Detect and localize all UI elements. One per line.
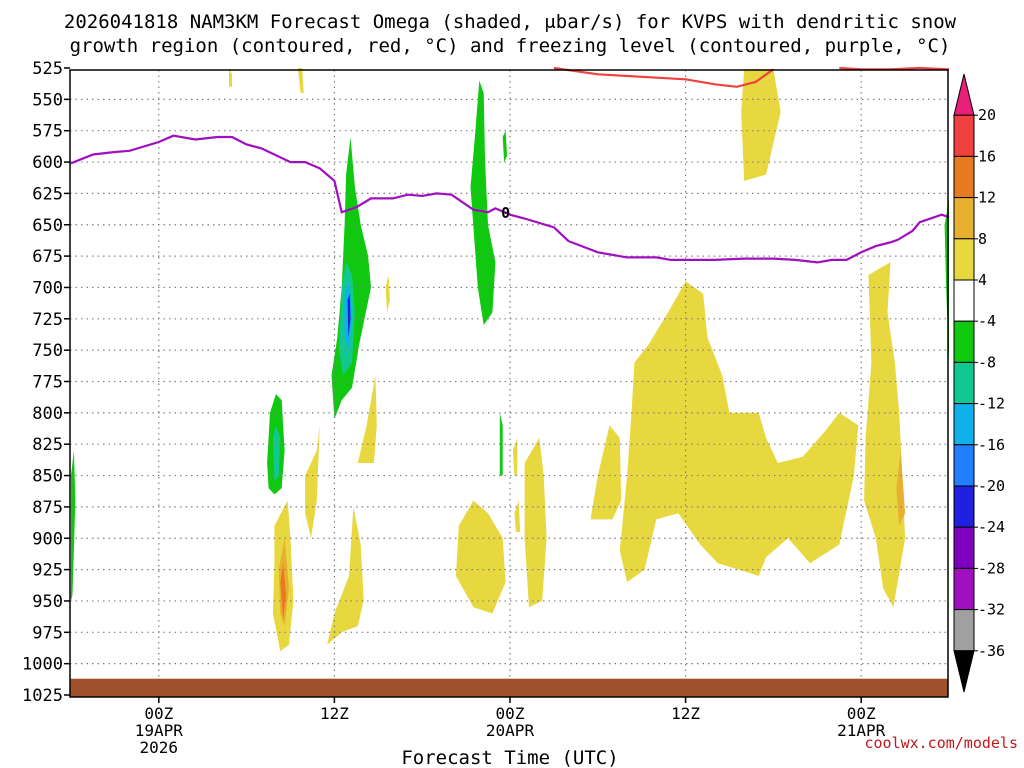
x-tick-label: 00Z bbox=[496, 704, 525, 723]
y-tick-label: 675 bbox=[32, 247, 63, 267]
colorbar-label: -20 bbox=[978, 477, 1005, 495]
y-tick-label: 850 bbox=[32, 467, 63, 487]
x-tick-label: 19APR bbox=[135, 721, 184, 740]
colorbar-label: 16 bbox=[978, 147, 996, 165]
colorbar-bottom-triangle bbox=[953, 650, 975, 693]
omega-region bbox=[280, 563, 287, 620]
omega-region bbox=[347, 293, 351, 338]
y-tick-label: 1000 bbox=[22, 655, 63, 675]
omega-region bbox=[741, 69, 781, 181]
omega-region bbox=[470, 80, 496, 326]
omega-region bbox=[514, 500, 521, 532]
y-tick-label: 750 bbox=[32, 341, 63, 361]
omega-region bbox=[619, 281, 859, 583]
x-tick-label: 12Z bbox=[320, 704, 349, 723]
colorbar-segment bbox=[953, 279, 975, 322]
footer-credit: coolwx.com/models bbox=[864, 734, 1018, 752]
colorbar-label: -36 bbox=[978, 642, 1005, 660]
y-tick-label: 950 bbox=[32, 592, 63, 612]
x-tick-label: 21APR bbox=[837, 721, 886, 740]
omega-region bbox=[524, 437, 547, 608]
y-tick-label: 700 bbox=[32, 278, 63, 298]
omega-region bbox=[229, 68, 232, 87]
colorbar: 20 16 12 8 4 -4 -8 -12 -16 -20 -24 -28 -32 -36 bbox=[953, 73, 1005, 693]
omega-region bbox=[512, 437, 518, 476]
y-tick-label: 625 bbox=[32, 184, 63, 204]
omega-region bbox=[455, 500, 506, 614]
colorbar-segment bbox=[953, 485, 975, 528]
y-tick-label: 775 bbox=[32, 373, 63, 393]
y-tick-label: 525 bbox=[32, 59, 63, 79]
colorbar-segment bbox=[953, 403, 975, 446]
colorbar-label: 20 bbox=[978, 106, 996, 124]
colorbar-label: 4 bbox=[978, 271, 987, 289]
colorbar-segment bbox=[953, 238, 975, 281]
omega-region bbox=[357, 375, 377, 463]
y-tick-label: 725 bbox=[32, 310, 63, 330]
omega-region bbox=[297, 68, 304, 94]
omega-region bbox=[864, 262, 906, 608]
x-tick-label: 12Z bbox=[671, 704, 700, 723]
colorbar-segment bbox=[953, 567, 975, 611]
dgz-contour-line bbox=[839, 66, 950, 71]
colorbar-segment bbox=[953, 155, 975, 199]
title-line-2: growth region (contoured, red, °C) and f… bbox=[70, 35, 951, 57]
omega-region bbox=[896, 450, 906, 526]
omega-region bbox=[502, 130, 508, 163]
omega-region bbox=[305, 425, 320, 539]
omega-region bbox=[71, 450, 76, 601]
colorbar-label: -28 bbox=[978, 559, 1005, 577]
y-tick-label: 550 bbox=[32, 90, 63, 110]
omega-region bbox=[385, 274, 390, 313]
colorbar-segment bbox=[953, 526, 975, 569]
colorbar-label: -12 bbox=[978, 395, 1005, 413]
colorbar-segment bbox=[953, 361, 975, 405]
y-tick-label: 575 bbox=[32, 122, 63, 142]
omega-region bbox=[327, 506, 364, 645]
y-tick-label: 925 bbox=[32, 561, 63, 581]
y-tick-label: 600 bbox=[32, 153, 63, 173]
x-axis-label: Forecast Time (UTC) bbox=[401, 747, 618, 768]
colorbar-segment bbox=[953, 114, 975, 157]
y-tick-label: 800 bbox=[32, 404, 63, 424]
y-tick-label: 825 bbox=[32, 435, 63, 455]
y-tick-label: 900 bbox=[32, 529, 63, 549]
colorbar-segment bbox=[953, 197, 975, 240]
colorbar-label: 8 bbox=[978, 230, 987, 248]
dgz-contour-line bbox=[553, 66, 775, 88]
terrain-fill bbox=[70, 678, 948, 697]
omega-shading bbox=[71, 68, 949, 652]
title-line-1: 2026041818 NAM3KM Forecast Omega (shaded… bbox=[64, 11, 957, 33]
x-tick-label: 2026 bbox=[140, 738, 179, 757]
y-tick-label: 1025 bbox=[22, 686, 63, 706]
omega-region bbox=[272, 425, 281, 482]
plot-frame bbox=[69, 69, 949, 698]
y-tick-label: 875 bbox=[32, 498, 63, 518]
freezing-level-label: 0 bbox=[501, 204, 510, 222]
colorbar-segment bbox=[953, 444, 975, 487]
colorbar-label: -32 bbox=[978, 601, 1005, 619]
y-tick-label: 975 bbox=[32, 623, 63, 643]
colorbar-label: -24 bbox=[978, 518, 1005, 536]
y-axis: 525 550 575 600 625 650 675 700 725 750 775 800 825 8… bbox=[22, 59, 70, 706]
grid-lines bbox=[70, 70, 948, 697]
colorbar-segment bbox=[953, 320, 975, 363]
y-tick-label: 650 bbox=[32, 216, 63, 236]
plot-area bbox=[70, 70, 948, 697]
x-tick-label: 00Z bbox=[847, 704, 876, 723]
terrain bbox=[70, 678, 948, 697]
x-tick-label: 00Z bbox=[144, 704, 173, 723]
colorbar-label: -16 bbox=[978, 436, 1005, 454]
colorbar-label: 12 bbox=[978, 189, 996, 207]
colorbar-top-triangle bbox=[953, 73, 975, 116]
omega-region bbox=[590, 425, 622, 520]
colorbar-label: -8 bbox=[978, 353, 996, 371]
freezing-level-line bbox=[70, 134, 950, 264]
x-tick-label: 20APR bbox=[486, 721, 535, 740]
colorbar-label: -4 bbox=[978, 312, 996, 330]
colorbar-segment bbox=[953, 609, 975, 652]
omega-region bbox=[499, 412, 503, 476]
